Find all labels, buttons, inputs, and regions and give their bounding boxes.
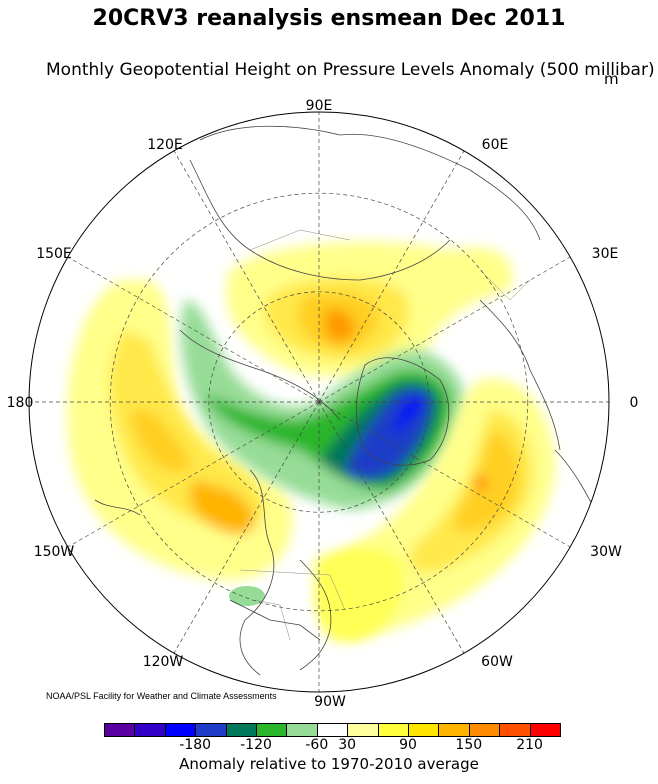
unit-label: m	[604, 70, 619, 88]
meridian-line	[318, 150, 465, 403]
colorbar-tick-label: -180	[179, 737, 212, 753]
colorbar-swatch	[316, 723, 349, 737]
lon-label-180: 180	[7, 395, 34, 411]
lon-label-30e: 30E	[592, 246, 619, 262]
lon-label-120e: 120E	[147, 137, 183, 153]
colorbar-tick-label: -60	[305, 737, 329, 753]
meridian-line	[67, 256, 320, 403]
lon-label-90e: 90E	[306, 98, 333, 114]
map-border	[28, 111, 610, 693]
colorbar-swatch	[164, 723, 197, 737]
colorbar-swatch	[408, 723, 440, 737]
colorbar-swatch	[134, 723, 166, 737]
anomaly-field	[67, 125, 601, 676]
pacific-high-anomaly	[67, 280, 293, 581]
colorbar-tick-label: -120	[240, 737, 272, 753]
latitude-circle	[208, 291, 430, 513]
meridian-line	[173, 401, 320, 654]
lon-label-120w: 120W	[143, 654, 184, 670]
lon-label-90w: 90W	[314, 694, 346, 710]
colorbar-swatch	[499, 723, 531, 737]
meridian-line	[173, 150, 320, 403]
siberia-high-anomaly	[226, 241, 513, 377]
lon-label-60w: 60W	[481, 654, 513, 670]
colorbar-caption: Anomaly relative to 1970-2010 average	[179, 755, 479, 773]
greenland-low-anomaly	[181, 300, 468, 510]
lon-label-0: 0	[630, 395, 639, 411]
colorbar-tick-label: 210	[516, 737, 543, 753]
colorbar-tick-label: 30	[338, 737, 357, 753]
colorbar-tick-label: 90	[399, 737, 417, 753]
eastern-us-high-anomaly	[315, 548, 404, 641]
borders	[239, 229, 531, 641]
west-coast-low-anomaly	[229, 586, 265, 606]
lon-label-60e: 60E	[482, 137, 509, 153]
longitude-labels: 90E 60E 30E 0 30W 60W 90W 120W 150W 180 …	[7, 98, 639, 710]
colorbar-swatch	[225, 723, 257, 737]
map-subtitle: Monthly Geopotential Height on Pressure …	[46, 60, 655, 80]
colorbar-swatch	[468, 723, 501, 737]
lon-label-30w: 30W	[590, 544, 622, 560]
credit-text: NOAA/PSL Facility for Weather and Climat…	[46, 691, 277, 701]
colorbar-swatch	[256, 723, 288, 737]
lon-label-150w: 150W	[34, 544, 75, 560]
colorbar-swatch	[529, 723, 561, 737]
colorbar-swatch	[104, 723, 136, 737]
colorbar-swatch	[438, 723, 470, 737]
map-title: 20CRV3 reanalysis ensmean Dec 2011	[92, 6, 566, 31]
latitude-circle	[109, 192, 529, 612]
graticule	[29, 112, 609, 692]
colorbar-swatch	[347, 723, 379, 737]
colorbar-tick-label: 150	[455, 737, 483, 753]
lon-label-150e: 150E	[36, 246, 72, 262]
colorbar-swatch	[377, 723, 409, 737]
meridian-line	[318, 256, 571, 403]
meridian-line	[67, 401, 320, 548]
meridian-line	[318, 401, 571, 548]
meridian-line	[318, 401, 465, 654]
colorbar-swatch	[286, 723, 318, 737]
colorbar-swatch	[195, 723, 227, 737]
